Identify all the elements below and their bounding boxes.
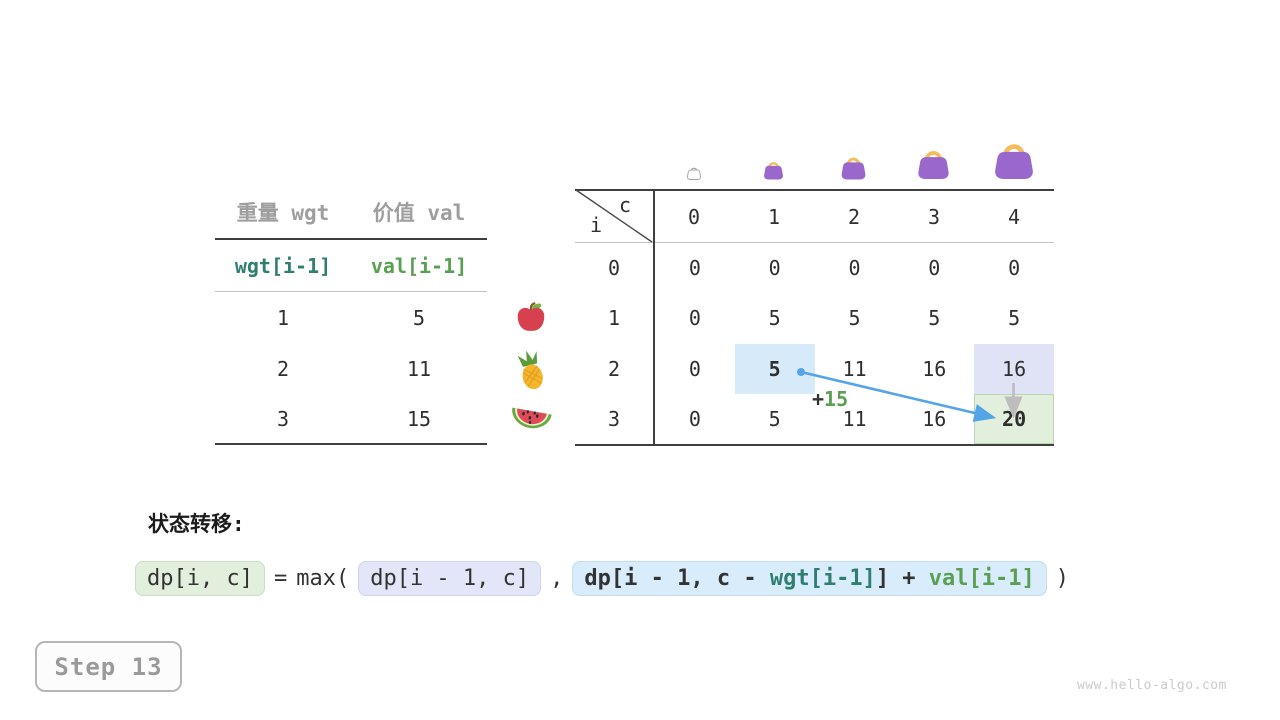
added-value: 15	[824, 387, 849, 411]
dp-table-vertical-divider	[653, 189, 655, 446]
formula-arg1-pill: dp[i - 1, c]	[358, 561, 542, 596]
dp-row-header: 1	[607, 306, 621, 331]
item-table-header: 重量 wgt 价值 val	[215, 186, 487, 240]
bag-capacity-1-icon	[762, 155, 785, 185]
apple-icon	[514, 301, 548, 339]
dp-cell: 5	[768, 306, 781, 331]
corner-col-variable: c	[619, 193, 632, 217]
step-badge: Step 13	[35, 641, 182, 692]
state-transition-label: 状态转移:	[148, 512, 245, 536]
item-value: 5	[412, 305, 426, 330]
dp-cell-source-highlight: 5	[734, 343, 815, 394]
dp-col-header: 3	[927, 204, 941, 229]
dp-cell-current-highlight: 20	[974, 393, 1054, 444]
arg2-prefix: dp[i - 1, c -	[584, 566, 770, 591]
bag-capacity-2-icon	[839, 149, 868, 185]
dp-cell: 5	[768, 406, 781, 431]
item-weight: 1	[276, 305, 290, 330]
dp-col-header: 1	[767, 204, 781, 229]
dp-cell: 0	[1008, 256, 1021, 281]
max-open: max(	[296, 566, 350, 591]
dp-cell: 5	[1008, 306, 1021, 331]
item-weight: 3	[276, 406, 290, 431]
bag-capacity-0-icon	[686, 163, 702, 184]
dp-cell: 0	[928, 256, 941, 281]
item-table: 重量 wgt 价值 val wgt[i-1] val[i-1] 1 5 2 11…	[215, 186, 487, 445]
arg2-val-term: val[i-1]	[928, 566, 1035, 591]
equals-sign: =	[273, 566, 288, 591]
comma: ,	[550, 566, 564, 591]
pineapple-icon	[511, 349, 551, 395]
dp-cell: 5	[848, 306, 861, 331]
watermark: www.hello-algo.com	[1077, 678, 1227, 693]
dp-cell: 5	[928, 306, 941, 331]
plus-sign: +	[812, 387, 825, 411]
dp-column-headers: 0 1 2 3 4	[654, 191, 1054, 242]
item-row: 3 15	[215, 394, 487, 443]
dp-cell: 16	[922, 356, 947, 381]
item-table-variable-row: wgt[i-1] val[i-1]	[215, 240, 487, 292]
dp-cell: 0	[688, 306, 701, 331]
item-weight: 2	[276, 356, 290, 381]
formula-arg2-pill: dp[i - 1, c - wgt[i-1]] + val[i-1]	[572, 561, 1047, 596]
watermelon-icon	[509, 403, 553, 443]
dp-row-header: 3	[607, 406, 621, 431]
weight-column-header: 重量 wgt	[236, 201, 330, 225]
dp-row-header: 2	[607, 356, 621, 381]
dp-col-header: 0	[687, 204, 701, 229]
dp-cell: 0	[688, 406, 701, 431]
corner-row-variable: i	[590, 213, 603, 237]
dp-table-body: 0 0 0 0 0 0 5 5 5 5 0 5 11 16 16 0 5 11 …	[655, 243, 1054, 444]
dp-table-bottom-border	[575, 444, 1054, 446]
item-value: 11	[406, 356, 432, 381]
formula-lhs-pill: dp[i, c]	[135, 561, 265, 596]
state-transition-formula: dp[i, c] = max( dp[i - 1, c] , dp[i - 1,…	[135, 561, 1078, 596]
dp-col-header: 2	[847, 204, 861, 229]
bag-capacity-4-icon	[991, 131, 1037, 185]
wgt-variable: wgt[i-1]	[234, 253, 332, 278]
dp-cell: 0	[848, 256, 861, 281]
arg2-wgt-term: wgt[i-1]	[769, 566, 876, 591]
dp-cell: 0	[688, 256, 701, 281]
bag-capacity-3-icon	[915, 140, 952, 185]
item-row: 2 11	[215, 343, 487, 394]
val-variable: val[i-1]	[370, 253, 468, 278]
item-value: 15	[406, 406, 432, 431]
dp-cell-prev-max-highlight: 16	[974, 343, 1054, 394]
dp-row-headers: 0 1 2 3	[575, 243, 653, 444]
add-value-annotation: +15	[812, 387, 848, 411]
arg2-mid: ] +	[875, 566, 929, 591]
dp-cell: 16	[922, 406, 947, 431]
dp-row-header: 0	[607, 256, 621, 281]
dp-col-header: 4	[1007, 204, 1021, 229]
dp-cell: 0	[688, 356, 701, 381]
dp-table-header: c i 0 1 2 3 4	[575, 189, 1054, 243]
dp-cell: 0	[768, 256, 781, 281]
value-column-header: 价值 val	[372, 201, 466, 225]
close-paren: )	[1055, 566, 1070, 591]
item-row: 1 5	[215, 292, 487, 343]
